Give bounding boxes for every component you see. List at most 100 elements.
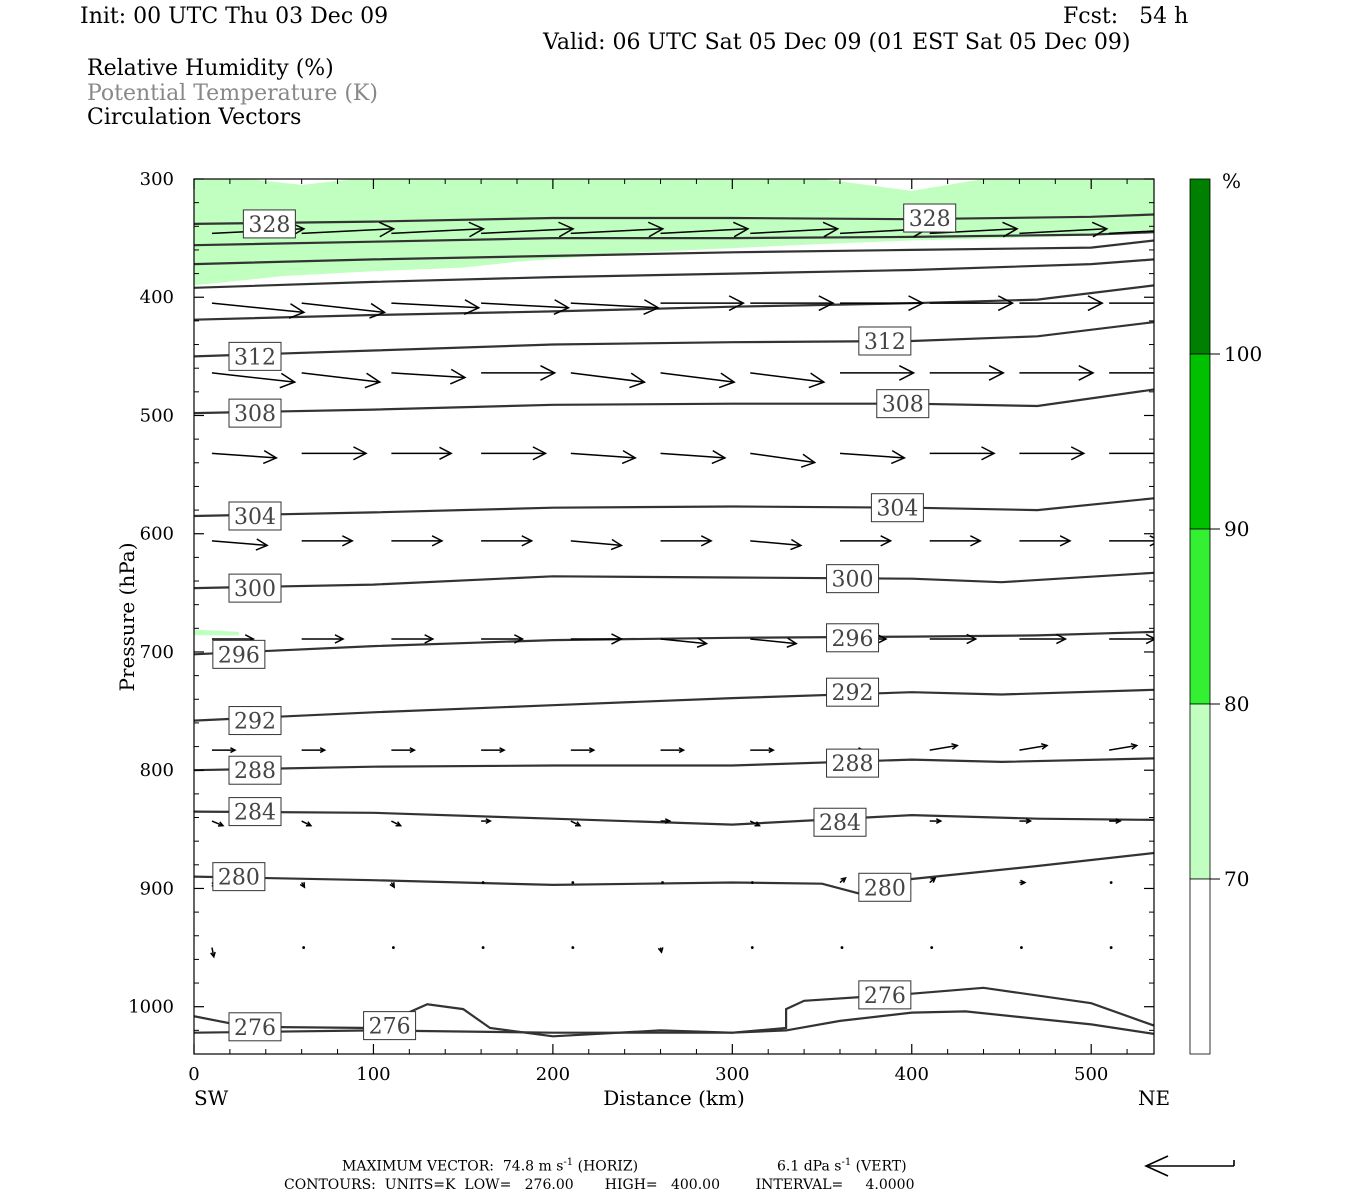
vector-head (1145, 633, 1154, 645)
vector-head (485, 818, 492, 824)
contour-label-276: 276 (864, 984, 906, 1009)
contour-label-280: 280 (218, 866, 260, 891)
contour-label-312: 312 (234, 345, 276, 370)
vector-arrow (570, 538, 624, 551)
vector-head (786, 637, 798, 648)
vector-head (997, 295, 1015, 312)
contour-label-box-300 (826, 564, 880, 594)
vert-value: 6.1 dPa s (777, 1158, 842, 1175)
vector-head (450, 368, 467, 385)
vector-arrow (301, 302, 387, 319)
vector-arrow (481, 535, 534, 547)
vector-arrow (481, 747, 506, 754)
vector-shaft (660, 452, 725, 459)
contour-label-304: 304 (876, 497, 918, 522)
vector-head (1168, 366, 1182, 381)
vector-shaft (1109, 744, 1137, 751)
contour-label-284: 284 (234, 801, 276, 826)
contour-label-308: 308 (882, 393, 924, 418)
vector-shaft (301, 820, 312, 827)
vector-head (210, 951, 216, 959)
contour-label-304: 304 (234, 505, 276, 530)
vector-arrow (391, 299, 481, 315)
vector-shaft (749, 820, 760, 827)
vector-arrow (660, 449, 727, 465)
vector-shaft (929, 228, 1018, 235)
vector-head (319, 747, 327, 754)
vector-head (378, 221, 396, 238)
vector-arrow (210, 947, 216, 959)
vector-head (611, 633, 624, 645)
vector-dot (930, 946, 934, 949)
contour-label-328: 328 (909, 207, 951, 232)
vector-arrow (1109, 633, 1154, 645)
contour-label-box-296 (212, 639, 266, 669)
contour-label-box-292 (826, 677, 880, 707)
vector-head (1070, 446, 1086, 461)
vector-head (262, 449, 278, 465)
vector-arrow (1109, 742, 1139, 751)
vector-arrow (1109, 302, 1154, 304)
vector-head (908, 295, 925, 312)
vector-head (395, 821, 403, 827)
vector-arrow (929, 633, 978, 645)
vertical-vector-text: 6.1 dPa s-1 (VERT) (777, 1158, 907, 1174)
axis-ticks: 0 100 200 300 400 500 300 400 500 600 700 800 900 100… (128, 169, 1154, 1085)
vector-arrow (929, 295, 1015, 312)
vector-shaft (570, 540, 622, 547)
vector-arrow (750, 295, 835, 312)
y-tick-label: 1000 (128, 997, 174, 1018)
contour-label-box-308 (228, 398, 282, 428)
contour-label-box-312 (858, 326, 912, 356)
vector-arrow (750, 637, 798, 648)
vector-shaft (301, 228, 394, 235)
vector-arrow (840, 946, 844, 949)
vector-arrow (391, 634, 435, 644)
vector-head (279, 372, 297, 389)
vector-arrow (750, 452, 817, 468)
colorbar-unit: % (1222, 169, 1241, 193)
theta-contour-unlabeled-4 (194, 284, 1154, 321)
x-tick-label: 400 (895, 1064, 929, 1085)
vector-head (463, 299, 481, 315)
vector-arrow (929, 364, 1005, 381)
vector-head (364, 372, 382, 389)
vector-head (988, 364, 1005, 381)
init-time: Init: 00 UTC Thu 03 Dec 09 (80, 4, 389, 29)
vector-arrow (660, 818, 672, 824)
vector-arrow (570, 747, 596, 754)
vector-arrow (1019, 221, 1109, 238)
vector-arrow (660, 535, 713, 547)
vector-head (1161, 447, 1174, 460)
vector-arrow (839, 876, 847, 884)
colorbar-segment (1189, 178, 1211, 355)
vector-dot (302, 946, 306, 949)
vector-arrow (750, 747, 775, 754)
vector-shaft (211, 372, 295, 383)
vector-head (818, 295, 835, 312)
vector-shaft (660, 638, 707, 645)
contour-label-box-300 (228, 573, 282, 603)
circulation-vectors (210, 221, 1182, 959)
contour-label-276: 276 (234, 1016, 276, 1041)
vector-arrow (570, 299, 660, 315)
vector-head (930, 876, 937, 883)
theta-contour-unlabeled-2 (194, 239, 1154, 266)
vector-arrow (211, 820, 225, 827)
vector-head (966, 633, 978, 645)
vector-dot (750, 881, 754, 884)
vector-head (822, 221, 840, 238)
vector-arrow (389, 882, 395, 889)
vector-dot (571, 946, 575, 949)
vector-arrow (391, 747, 417, 754)
vector-arrow (571, 881, 575, 884)
vector-head (255, 538, 269, 551)
contour-label-296: 296 (832, 627, 874, 652)
max-vector-label: MAXIMUM VECTOR: 74.8 m s (342, 1158, 564, 1175)
contour-label-box-276 (228, 1012, 282, 1042)
x-tick-label: 200 (536, 1064, 570, 1085)
vector-arrow (301, 446, 368, 461)
contour-label-box-304 (870, 493, 924, 523)
vector-arrow (391, 446, 453, 460)
vector-arrow (1019, 446, 1086, 461)
